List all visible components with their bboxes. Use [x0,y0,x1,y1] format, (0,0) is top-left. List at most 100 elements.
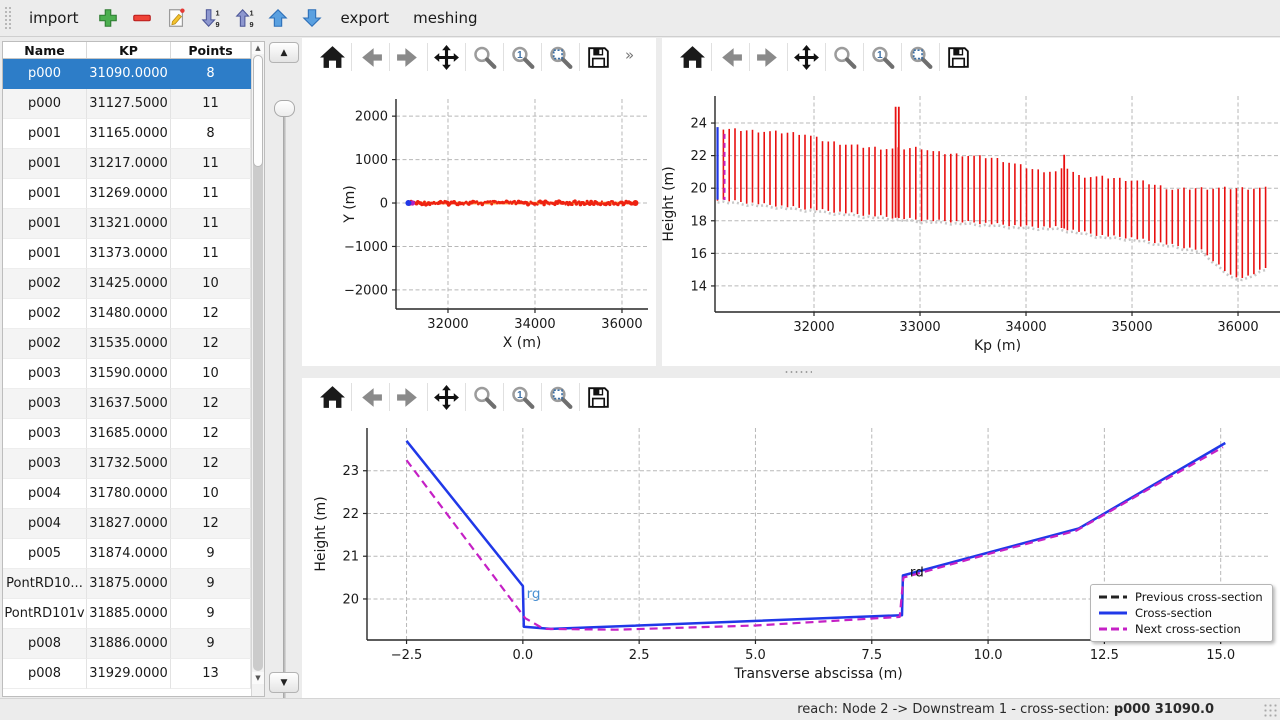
cell-kp[interactable]: 31685.0000 [87,419,171,449]
cell-points[interactable]: 9 [171,629,251,659]
cell-kp[interactable]: 31321.0000 [87,209,171,239]
nav-pan-button[interactable] [428,40,465,74]
cell-name[interactable]: p003 [3,449,87,479]
add-cross-section-button[interactable] [93,3,123,33]
plan-view-canvas[interactable]: 32000 34000 36000 −2000 −1000 0 1000 200… [302,80,656,366]
table-row[interactable]: PontRD101v 31885.0000 9 [3,599,252,629]
cell-points[interactable]: 9 [171,569,251,599]
cell-name[interactable]: p003 [3,419,87,449]
cell-name[interactable]: p003 [3,389,87,419]
cell-kp[interactable]: 31780.0000 [87,479,171,509]
cell-points[interactable]: 12 [171,509,251,539]
cell-name[interactable]: p002 [3,329,87,359]
cell-kp[interactable]: 31929.0000 [87,659,171,689]
edit-cross-section-button[interactable] [161,3,191,33]
nav-pan-button[interactable] [788,40,825,74]
meshing-button[interactable]: meshing [403,3,487,33]
nav-zoom-fit-button[interactable] [902,40,939,74]
nav-back-button[interactable] [712,40,749,74]
cross-section-canvas[interactable]: −2.5 0.0 2.5 5.0 7.5 10.0 12.5 15.0 20 2… [302,412,1280,698]
cell-kp[interactable]: 31827.0000 [87,509,171,539]
cell-name[interactable]: p005 [3,539,87,569]
section-slider-handle[interactable] [274,100,295,117]
nav-forward-button[interactable] [750,40,787,74]
longitudinal-canvas[interactable]: 32000 33000 34000 35000 36000 14 16 18 2… [661,80,1280,366]
table-row[interactable]: p005 31874.0000 9 [3,539,252,569]
cell-points[interactable]: 12 [171,329,251,359]
table-row[interactable]: p000 31090.0000 8 [3,59,252,89]
scroll-down-icon[interactable]: ▼ [252,672,264,684]
cell-points[interactable]: 11 [171,179,251,209]
nav-home-button[interactable] [674,40,711,74]
nav-zoom-button[interactable] [826,40,863,74]
nav-zoom-fit-button[interactable] [542,40,579,74]
cell-name[interactable]: p008 [3,629,87,659]
table-row[interactable]: p003 31732.5000 12 [3,449,252,479]
cell-kp[interactable]: 31269.0000 [87,179,171,209]
horizontal-splitter[interactable] [302,366,1280,378]
cell-name[interactable]: p004 [3,479,87,509]
table-row[interactable]: p008 31886.0000 9 [3,629,252,659]
table-row[interactable]: p002 31480.0000 12 [3,299,252,329]
nav-pan-button[interactable] [428,380,465,414]
cell-points[interactable]: 10 [171,359,251,389]
column-header-name[interactable]: Name [3,42,87,58]
nav-save-button[interactable] [580,380,617,414]
cell-name[interactable]: p000 [3,59,87,89]
table-row[interactable]: p004 31780.0000 10 [3,479,252,509]
cell-kp[interactable]: 31732.5000 [87,449,171,479]
section-slider-track[interactable] [283,106,286,706]
cell-kp[interactable]: 31590.0000 [87,359,171,389]
nav-forward-button[interactable] [390,380,427,414]
nav-home-button[interactable] [314,380,351,414]
cell-points[interactable]: 11 [171,209,251,239]
cell-name[interactable]: p001 [3,239,87,269]
toolbar-drag-handle[interactable] [4,6,11,30]
table-row[interactable]: p001 31165.0000 8 [3,119,252,149]
cell-points[interactable]: 12 [171,419,251,449]
section-slider-down-button[interactable]: ▼ [269,672,299,693]
cell-points[interactable]: 11 [171,89,251,119]
column-header-points[interactable]: Points [171,42,251,58]
table-row[interactable]: p001 31269.0000 11 [3,179,252,209]
cell-points[interactable]: 11 [171,149,251,179]
nav-zoom-one-button[interactable]: 1 [864,40,901,74]
cell-kp[interactable]: 31637.5000 [87,389,171,419]
remove-cross-section-button[interactable] [127,3,157,33]
cell-kp[interactable]: 31480.0000 [87,299,171,329]
cell-name[interactable]: p000 [3,89,87,119]
cell-points[interactable]: 8 [171,119,251,149]
table-row[interactable]: p001 31217.0000 11 [3,149,252,179]
move-up-button[interactable] [263,3,293,33]
table-row[interactable]: p003 31685.0000 12 [3,419,252,449]
table-row[interactable]: p001 31373.0000 11 [3,239,252,269]
nav-zoom-button[interactable] [466,380,503,414]
scroll-up-icon[interactable]: ▲ [252,42,264,54]
nav-zoom-button[interactable] [466,40,503,74]
toolbar-overflow-chevron[interactable]: » [625,46,635,64]
cell-points[interactable]: 11 [171,239,251,269]
cell-kp[interactable]: 31875.0000 [87,569,171,599]
table-row[interactable]: p000 31127.5000 11 [3,89,252,119]
vertical-divider[interactable] [656,38,662,366]
table-row[interactable]: p004 31827.0000 12 [3,509,252,539]
table-scrollbar-thumb[interactable] [253,55,263,167]
nav-save-button[interactable] [940,40,977,74]
move-down-button[interactable] [297,3,327,33]
cell-points[interactable]: 12 [171,389,251,419]
section-slider-up-button[interactable]: ▲ [269,42,299,63]
cell-kp[interactable]: 31874.0000 [87,539,171,569]
table-row[interactable]: p002 31425.0000 10 [3,269,252,299]
resize-grip[interactable] [1263,703,1277,717]
cell-points[interactable]: 12 [171,299,251,329]
cell-name[interactable]: p001 [3,149,87,179]
cell-name[interactable]: p001 [3,209,87,239]
cell-kp[interactable]: 31373.0000 [87,239,171,269]
nav-home-button[interactable] [314,40,351,74]
nav-zoom-fit-button[interactable] [542,380,579,414]
cell-kp[interactable]: 31535.0000 [87,329,171,359]
table-row[interactable]: p008 31929.0000 13 [3,659,252,689]
cell-kp[interactable]: 31425.0000 [87,269,171,299]
nav-forward-button[interactable] [390,40,427,74]
